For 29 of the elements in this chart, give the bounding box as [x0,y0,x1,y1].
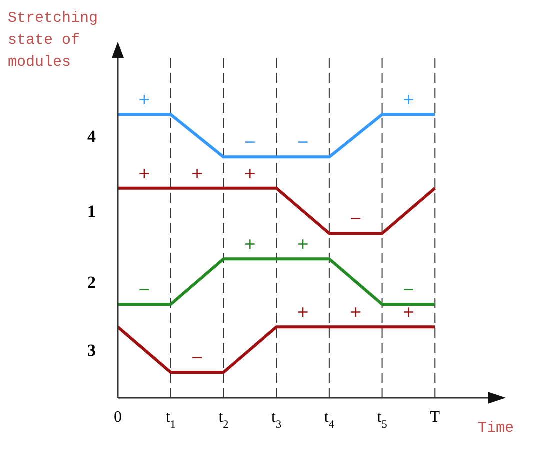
annotation: − [190,348,204,366]
x-tick-label: 0 [114,409,122,426]
annotation: − [296,133,310,152]
x-axis-title: Time [478,420,514,437]
annotation: − [138,280,151,298]
annotation: + [138,164,151,182]
series-label: 2 [88,272,96,292]
x-tick-label: t$_{1}$ [166,409,176,431]
annotation: + [296,303,310,322]
annotation: + [190,164,204,182]
x-tick-label: t$_{5}$ [377,409,388,431]
x-tick-label: t$_{3}$ [272,409,282,431]
annotation: + [296,235,310,254]
series-label: 4 [88,126,96,146]
annotation: + [350,303,362,322]
annotation: − [402,280,416,298]
series-label: 1 [88,202,96,221]
annotation: + [402,90,416,109]
annotation: + [402,303,416,322]
annotation: − [244,133,256,152]
annotation: + [244,235,256,254]
x-tick-label: T [430,409,440,426]
annotation: + [244,164,256,182]
y-axis-title: Stretching state of modules [8,9,100,73]
x-tick-label: t$_{2}$ [218,409,229,431]
annotation: − [350,210,362,228]
series-label: 3 [88,340,96,360]
x-tick-label: t$_{4}$ [324,409,335,431]
annotation: + [138,90,151,109]
